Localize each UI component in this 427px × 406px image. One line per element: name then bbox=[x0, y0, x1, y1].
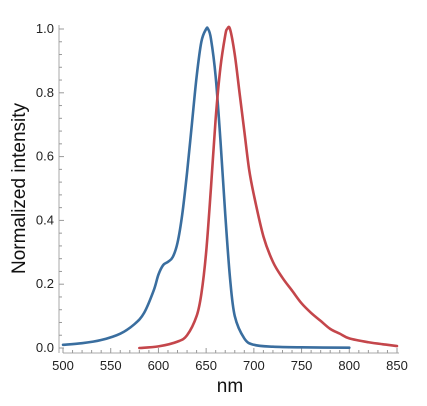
x-tick-label: 700 bbox=[243, 358, 265, 373]
x-tick-label: 850 bbox=[386, 358, 408, 373]
x-tick-label: 800 bbox=[338, 358, 360, 373]
x-tick-label: 550 bbox=[100, 358, 122, 373]
x-tick-label: 500 bbox=[52, 358, 74, 373]
series-line-1 bbox=[61, 26, 351, 349]
y-tick-label: 0.4 bbox=[36, 212, 54, 227]
y-tick-label: 1.0 bbox=[36, 21, 54, 36]
y-axis-title: Normalized intensity bbox=[9, 102, 30, 274]
x-tick-label: 750 bbox=[291, 358, 313, 373]
series-layer bbox=[61, 25, 399, 350]
y-tick-label: 0.2 bbox=[36, 276, 54, 291]
axes: 500 550 600 650 700 750 800 850 0.0 0.2 0.4 0.6 0.8 1… bbox=[36, 21, 408, 373]
y-tick-label: 0.6 bbox=[36, 149, 54, 164]
x-tick-label: 600 bbox=[148, 358, 170, 373]
y-tick-label: 0.0 bbox=[36, 340, 54, 355]
x-tick-label: 650 bbox=[195, 358, 217, 373]
series-line-2 bbox=[138, 25, 399, 350]
y-tick-label: 0.8 bbox=[36, 85, 54, 100]
x-axis-title: nm bbox=[217, 376, 243, 397]
